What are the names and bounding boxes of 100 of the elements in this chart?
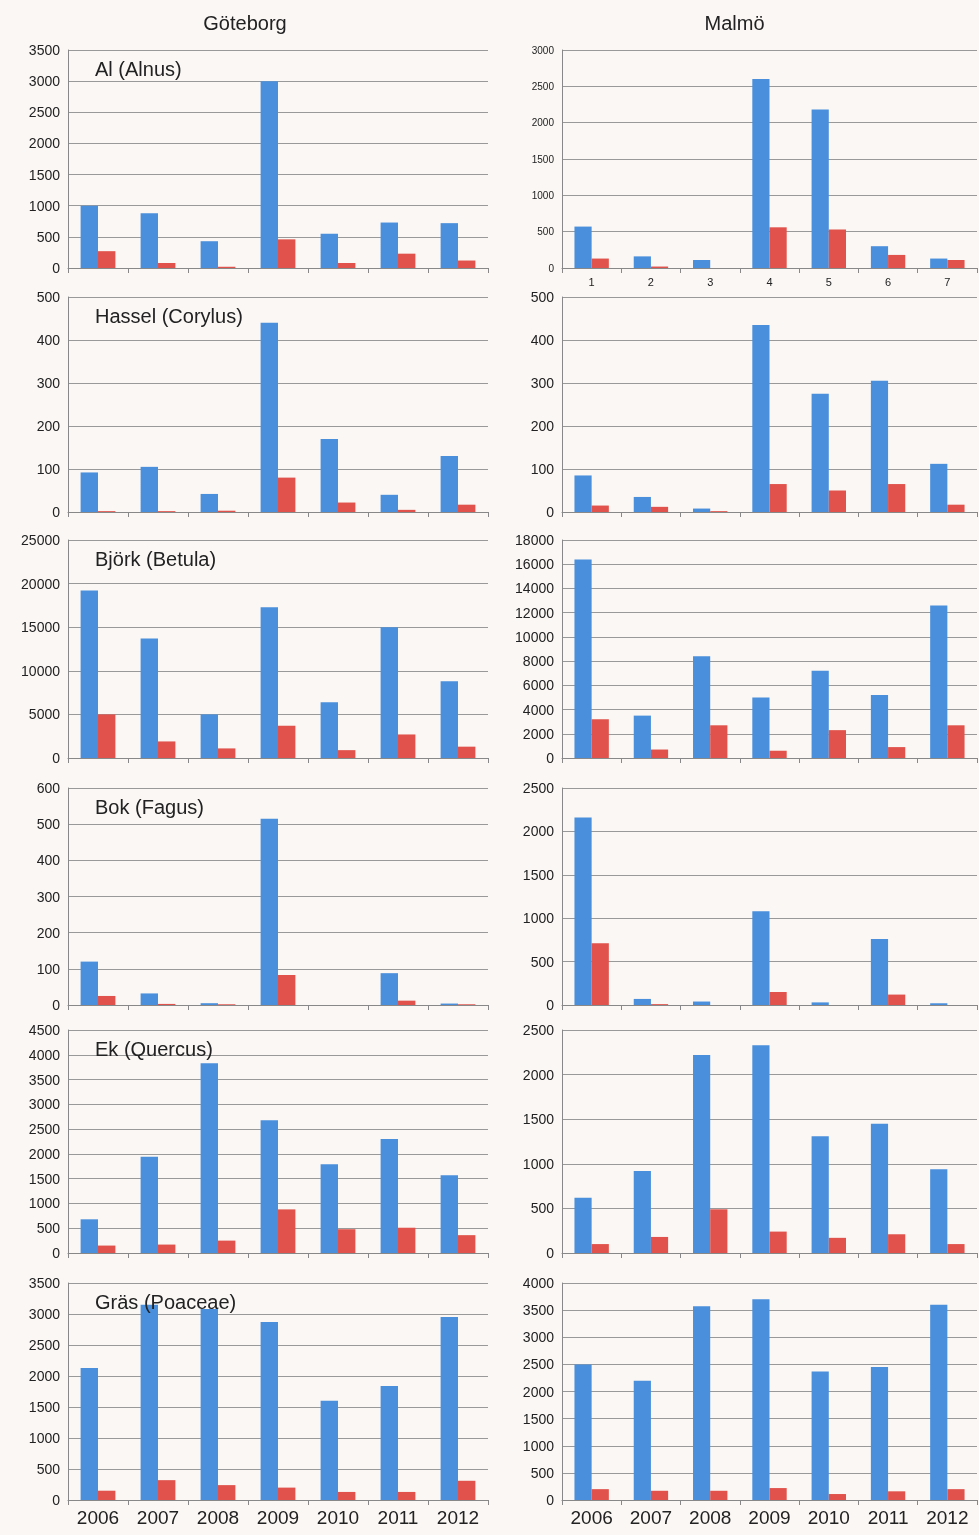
bar (710, 725, 728, 758)
bar (888, 747, 906, 758)
y-tick-label: 3000 (28, 1306, 61, 1322)
bar (870, 1123, 889, 1253)
x-tick-label: 2011 (377, 1507, 419, 1528)
y-tick-label: 5000 (28, 706, 61, 723)
bar (278, 1209, 296, 1253)
y-tick-label: 1500 (28, 166, 61, 183)
bar (828, 730, 846, 758)
bar (870, 246, 889, 268)
x-tick-label: 2010 (807, 1507, 850, 1528)
y-tick-label: 2000 (522, 823, 555, 840)
bar (98, 1490, 116, 1500)
bar (140, 993, 158, 1005)
y-tick-label: 3000 (28, 73, 61, 90)
y-tick-label: 1000 (531, 189, 555, 201)
chart-title: Malmö (704, 12, 765, 34)
bar (380, 1385, 398, 1500)
y-tick-label: 0 (546, 504, 555, 520)
y-tick-label: 100 (36, 461, 61, 477)
y-tick-label: 300 (36, 888, 61, 905)
bar (380, 627, 398, 758)
bar (888, 254, 906, 268)
chart-subtitle: Al (Alnus) (95, 58, 182, 80)
bar (574, 475, 592, 512)
bar (888, 1491, 906, 1500)
bar (260, 81, 278, 268)
y-tick-label: 2000 (522, 1066, 555, 1083)
bar (828, 1237, 846, 1253)
bar (693, 1054, 711, 1253)
bar (260, 1120, 278, 1253)
x-tick-label: 7 (944, 275, 951, 288)
bar (260, 322, 278, 512)
bar (320, 1164, 338, 1253)
bar (218, 1485, 236, 1500)
bar (888, 1234, 906, 1253)
y-tick-label: 400 (530, 332, 555, 348)
y-tick-label: 3500 (28, 42, 61, 58)
y-tick-label: 500 (36, 1220, 61, 1237)
bar (398, 509, 416, 512)
bar (458, 1480, 476, 1500)
bar (398, 734, 416, 758)
y-tick-label: 10000 (21, 662, 61, 679)
bar (200, 714, 218, 758)
x-tick-label: 3 (707, 275, 714, 288)
y-tick-label: 1500 (522, 1111, 555, 1128)
y-tick-label: 2500 (28, 1337, 61, 1353)
y-tick-label: 3500 (28, 1071, 61, 1088)
bar (458, 504, 476, 512)
bar (828, 1494, 846, 1500)
x-tick-label: 2011 (867, 1507, 909, 1528)
y-tick-label: 0 (52, 1245, 61, 1261)
y-tick-label: 2000 (28, 1368, 61, 1384)
y-tick-label: 4000 (522, 1275, 555, 1291)
bar (591, 719, 609, 758)
bar (633, 1380, 651, 1500)
bar (591, 1244, 609, 1253)
bar (338, 502, 356, 512)
bar (693, 1306, 711, 1500)
bar (80, 205, 98, 268)
bar (930, 258, 948, 268)
chart-subtitle: Ek (Quercus) (95, 1038, 213, 1060)
y-tick-label: 200 (36, 418, 61, 434)
x-tick-label: 6 (885, 275, 892, 288)
bar (80, 472, 98, 512)
bar (278, 1487, 296, 1500)
y-tick-label: 500 (530, 289, 555, 305)
bar (591, 943, 609, 1005)
bar (633, 715, 651, 758)
bar (380, 494, 398, 512)
y-tick-label: 0 (546, 750, 555, 766)
bar (458, 260, 476, 268)
y-tick-label: 3000 (28, 1096, 61, 1113)
y-tick-label: 100 (530, 461, 555, 477)
bar (947, 1489, 965, 1500)
bar (200, 1063, 218, 1253)
bar (278, 974, 296, 1005)
bar (752, 324, 770, 512)
bar (80, 1219, 98, 1253)
bar (440, 681, 458, 758)
bar (574, 1197, 592, 1253)
y-tick-label: 0 (52, 260, 61, 276)
y-tick-label: 6000 (522, 677, 555, 694)
x-tick-label: 4 (766, 275, 773, 288)
x-tick-label: 2007 (629, 1507, 673, 1528)
y-tick-label: 1000 (522, 1155, 555, 1172)
bar (591, 258, 609, 268)
y-tick-label: 25000 (21, 532, 61, 548)
y-tick-label: 1000 (522, 910, 555, 927)
bar (440, 456, 458, 512)
y-tick-label: 4000 (28, 1046, 61, 1063)
bar (811, 670, 829, 758)
bar (278, 239, 296, 268)
bar (888, 994, 906, 1005)
bar (769, 1488, 787, 1500)
y-tick-label: 500 (36, 1461, 61, 1477)
x-tick-label: 2008 (689, 1507, 732, 1528)
y-tick-label: 15000 (21, 619, 61, 636)
chart-subtitle: Gräs (Poaceae) (95, 1291, 237, 1313)
bar (870, 380, 889, 512)
